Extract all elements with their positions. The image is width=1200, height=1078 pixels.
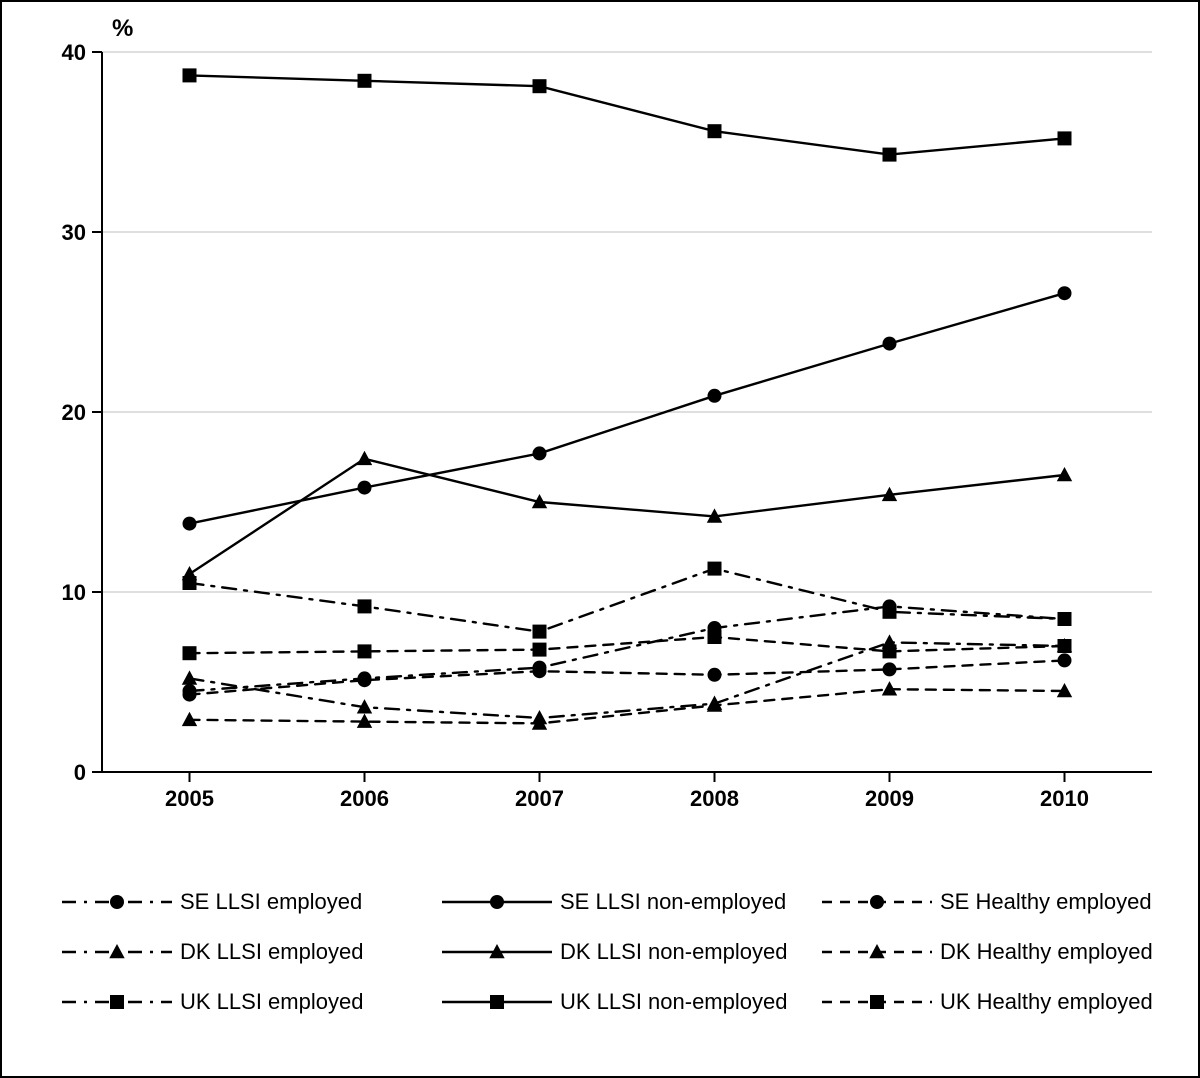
- series-se_llsi_nonemp: [183, 286, 1072, 530]
- legend-item-uk_healthy_emp: UK Healthy employed: [822, 989, 1153, 1014]
- y-tick-label: 20: [62, 400, 86, 425]
- legend-item-dk_healthy_emp: DK Healthy employed: [822, 939, 1153, 964]
- legend-label: UK Healthy employed: [940, 989, 1153, 1014]
- x-tick-label: 2005: [165, 786, 214, 811]
- legend-label: DK LLSI non-employed: [560, 939, 787, 964]
- legend-label: UK LLSI employed: [180, 989, 363, 1014]
- chart-container: 0 10 20 30 40 2005 2006 2007 2008 2009 2010% SE LLS…: [0, 0, 1200, 1078]
- series-dk_healthy_emp: [182, 681, 1072, 730]
- legend-item-se_llsi_nonemp: SE LLSI non-employed: [442, 889, 786, 914]
- x-tick-label: 2010: [1040, 786, 1089, 811]
- x-tick-label: 2009: [865, 786, 914, 811]
- y-tick-label: 10: [62, 580, 86, 605]
- legend-label: SE Healthy employed: [940, 889, 1152, 914]
- legend-item-se_llsi_emp: SE LLSI employed: [62, 889, 362, 914]
- series-uk_llsi_nonemp: [183, 68, 1072, 161]
- legend-label: UK LLSI non-employed: [560, 989, 787, 1014]
- legend-item-se_healthy_emp: SE Healthy employed: [822, 889, 1152, 914]
- x-tick-label: 2006: [340, 786, 389, 811]
- y-tick-label: 0: [74, 760, 86, 785]
- legend-label: SE LLSI employed: [180, 889, 362, 914]
- x-tick-label: 2008: [690, 786, 739, 811]
- legend-label: SE LLSI non-employed: [560, 889, 786, 914]
- legend-item-uk_llsi_nonemp: UK LLSI non-employed: [442, 989, 787, 1014]
- legend-label: DK Healthy employed: [940, 939, 1153, 964]
- y-axis-label: %: [112, 15, 133, 42]
- y-tick-label: 30: [62, 220, 86, 245]
- series-uk_healthy_emp: [183, 630, 1072, 660]
- legend-item-dk_llsi_nonemp: DK LLSI non-employed: [442, 939, 787, 964]
- series-uk_llsi_emp: [183, 562, 1072, 639]
- series-dk_llsi_nonemp: [182, 451, 1072, 581]
- legend-label: DK LLSI employed: [180, 939, 363, 964]
- line-chart-svg: 0 10 20 30 40 2005 2006 2007 2008 2009 2010% SE LLS…: [2, 2, 1198, 1076]
- legend-item-uk_llsi_emp: UK LLSI employed: [62, 989, 363, 1014]
- legend-item-dk_llsi_emp: DK LLSI employed: [62, 939, 363, 964]
- y-tick-label: 40: [62, 40, 86, 65]
- x-tick-label: 2007: [515, 786, 564, 811]
- series-se_healthy_emp: [183, 653, 1072, 701]
